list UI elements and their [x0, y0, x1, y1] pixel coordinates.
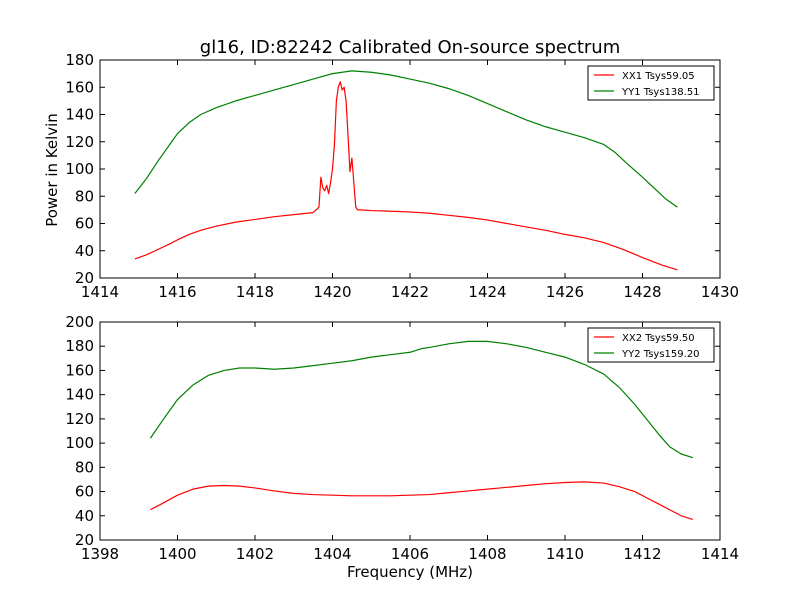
x-tick-label: 1404 [313, 545, 351, 563]
y-tick-label: 100 [65, 160, 94, 178]
y-tick-label: 200 [65, 313, 94, 331]
x-tick-label: 1424 [468, 283, 506, 301]
chart-title: gl16, ID:82242 Calibrated On-source spec… [200, 37, 620, 58]
top-panel: 1414 1416 1418 1420 1422 1424 1426 1428 1430 20 40… [65, 51, 739, 301]
legend: XX1 Tsys59.05 YY1 Tsys138.51 [587, 65, 715, 101]
x-tick-label: 1430 [701, 283, 739, 301]
series-line-yy2 [149, 340, 694, 459]
x-tick-label: 1418 [236, 283, 274, 301]
series-line-yy1 [134, 70, 678, 208]
y-tick-label: 60 [75, 483, 94, 501]
x-tick-label: 1420 [313, 283, 351, 301]
y-tick-label: 160 [65, 361, 94, 379]
legend-box [587, 327, 715, 363]
series-line-xx1 [134, 81, 678, 271]
series-line-xx2 [150, 481, 694, 520]
x-tick-label: 1416 [158, 283, 196, 301]
y-tick-label: 20 [75, 531, 94, 549]
x-tick-label: 1414 [701, 545, 739, 563]
y-tick-label: 180 [65, 51, 94, 69]
y-tick-label: 40 [75, 242, 94, 260]
y-tick-label: 120 [65, 133, 94, 151]
x-tick-label: 1428 [623, 283, 661, 301]
x-tick-label: 1398 [81, 545, 119, 563]
legend-box [587, 65, 715, 101]
y-tick-label: 100 [65, 434, 94, 452]
y-tick-label: 40 [75, 507, 94, 525]
y-tick-label: 140 [65, 106, 94, 124]
x-tick-label: 1410 [546, 545, 584, 563]
legend-label: XX2 Tsys59.50 [622, 333, 695, 344]
y-axis-label: Power in Kelvin [43, 113, 61, 227]
legend-label: XX1 Tsys59.05 [622, 71, 695, 82]
x-tick-label: 1414 [81, 283, 119, 301]
legend-label: YY2 Tsys159.20 [621, 349, 700, 360]
x-tick-label: 1422 [391, 283, 429, 301]
x-tick-label: 1406 [391, 545, 429, 563]
x-tick-label: 1426 [546, 283, 584, 301]
x-tick-label: 1408 [468, 545, 506, 563]
y-tick-label: 120 [65, 410, 94, 428]
y-tick-label: 140 [65, 386, 94, 404]
y-tick-label: 180 [65, 337, 94, 355]
x-axis-label: Frequency (MHz) [347, 563, 473, 581]
legend-label: YY1 Tsys138.51 [621, 87, 700, 98]
y-tick-label: 160 [65, 78, 94, 96]
legend: XX2 Tsys59.50 YY2 Tsys159.20 [587, 327, 715, 363]
y-tick-label: 60 [75, 215, 94, 233]
x-tick-label: 1400 [158, 545, 196, 563]
y-tick-label: 80 [75, 458, 94, 476]
y-tick-label: 20 [75, 269, 94, 287]
x-tick-label: 1412 [623, 545, 661, 563]
y-tick-label: 80 [75, 187, 94, 205]
bottom-panel: 1398 1400 1402 1404 1406 1408 1410 1412 1414 20 40… [65, 313, 739, 563]
x-tick-label: 1402 [236, 545, 274, 563]
